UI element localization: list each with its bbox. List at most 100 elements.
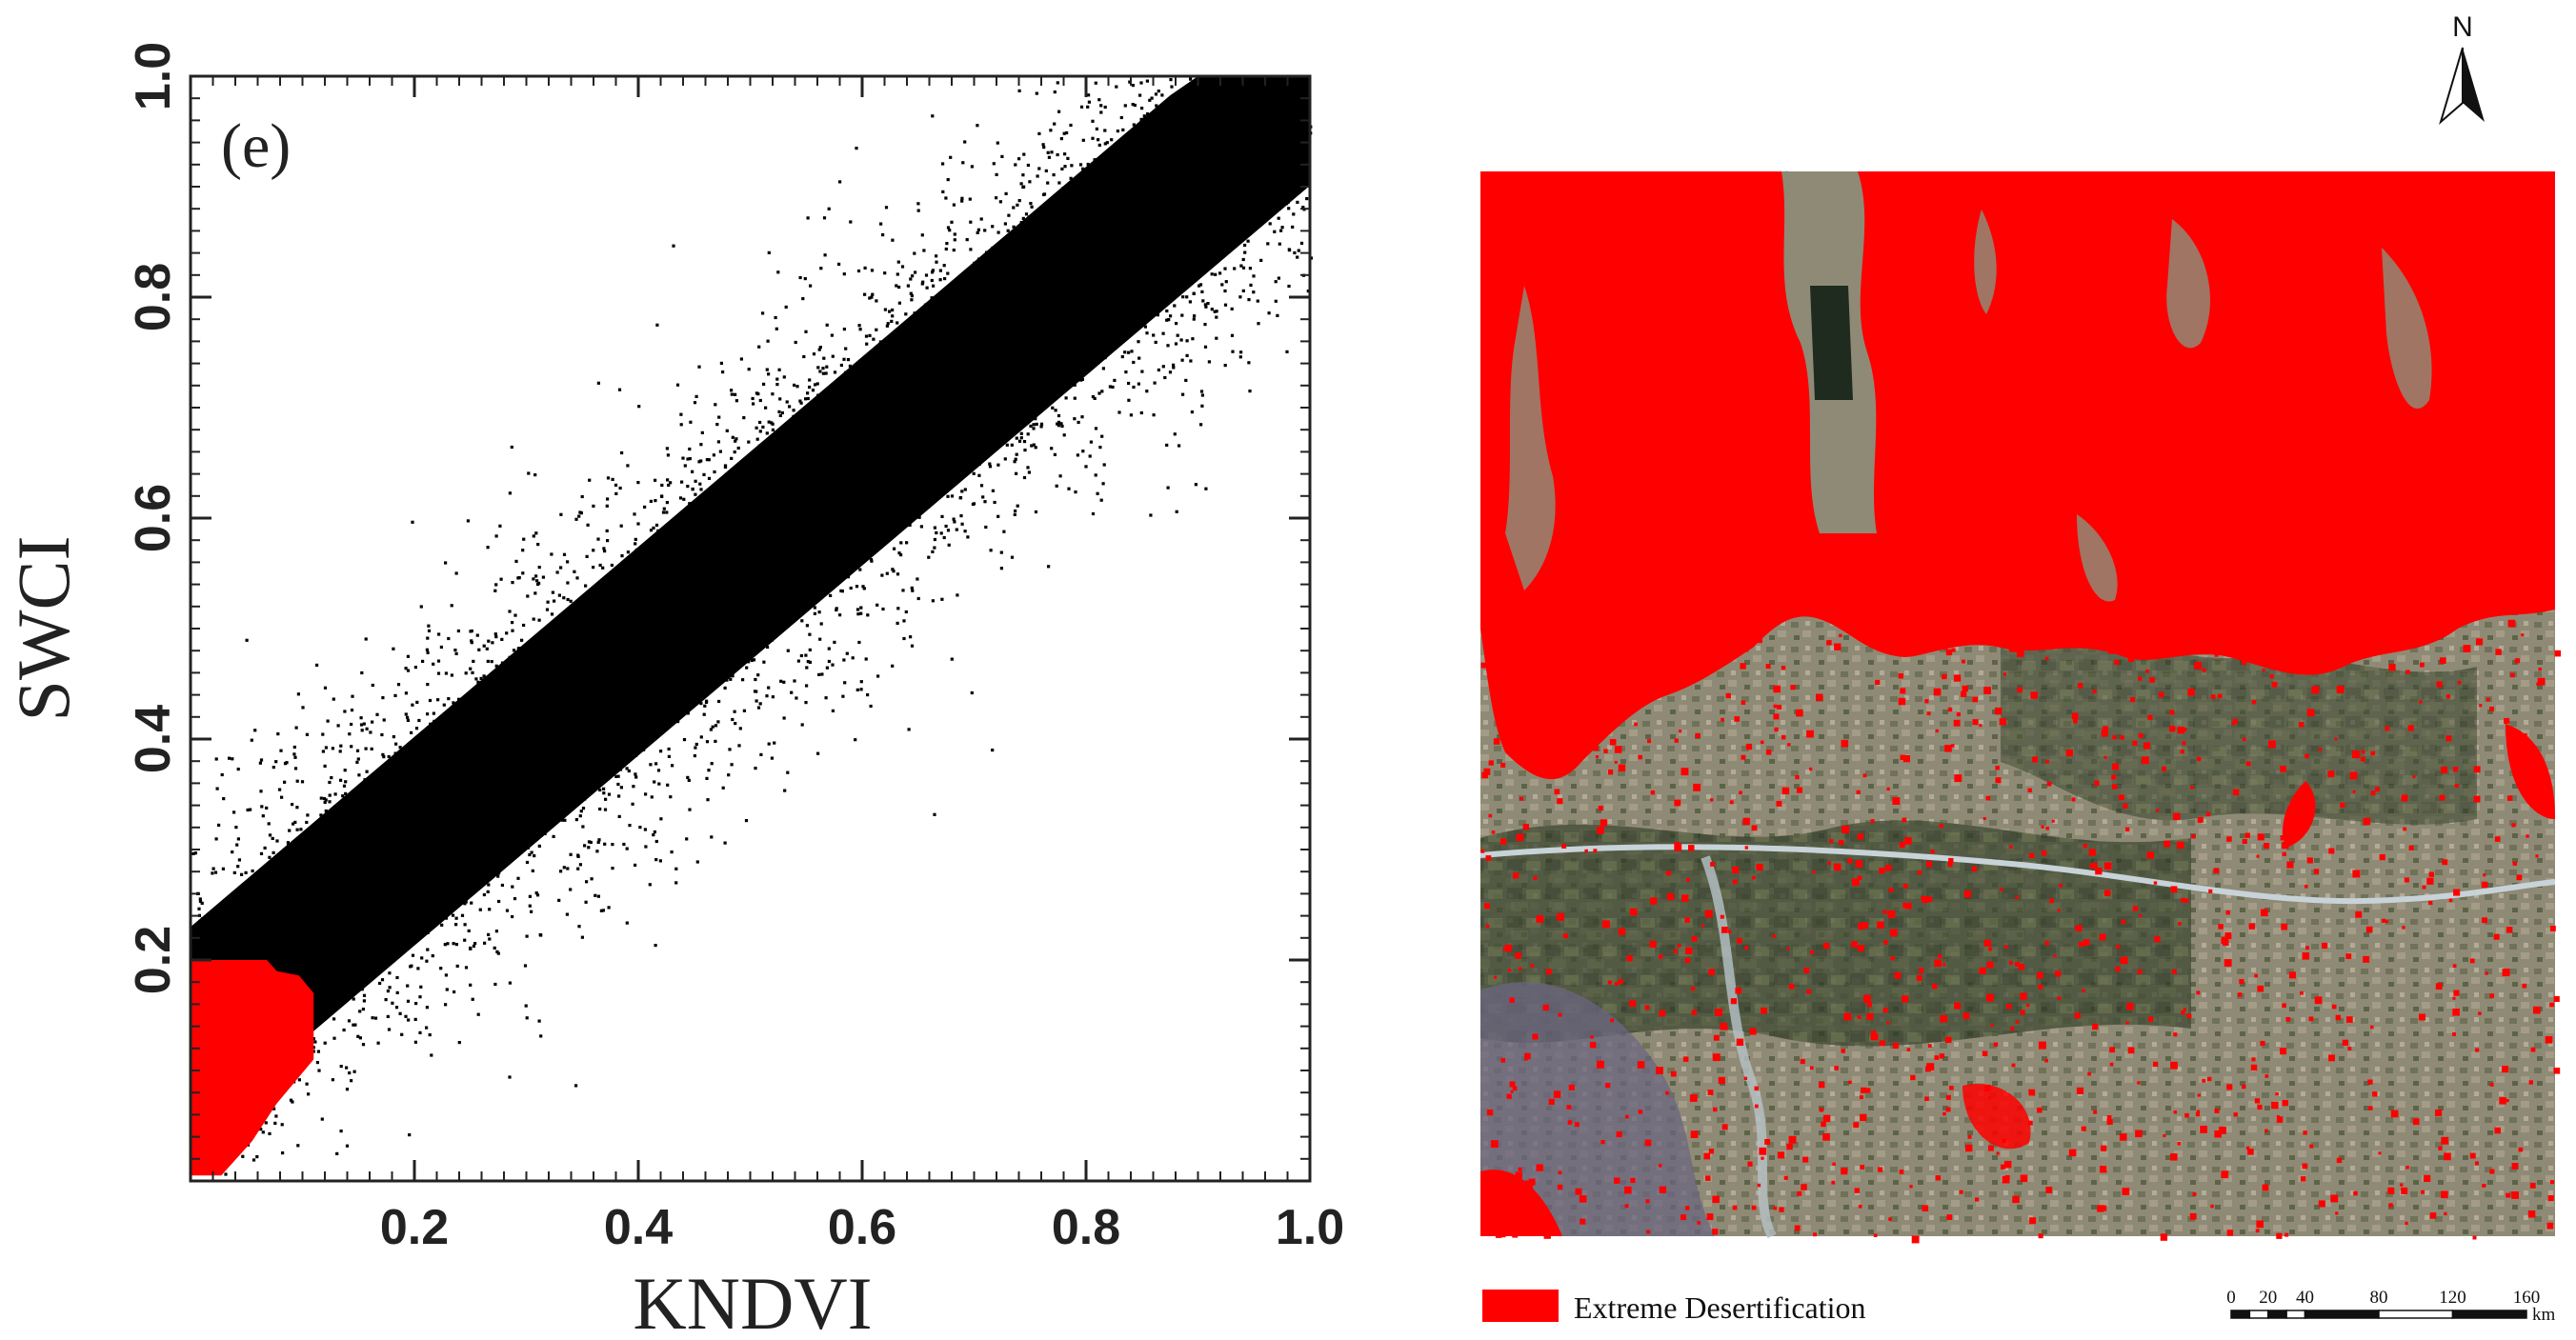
scatter-point [769,602,772,605]
scatter-point [1087,247,1090,250]
scatter-point [420,824,423,827]
scatter-point [1070,177,1073,180]
scatter-point [637,645,640,648]
scatter-point [259,762,262,765]
scatter-point [1235,102,1238,105]
scatter-point [1187,92,1190,95]
scatter-point [497,900,500,903]
scatter-point [447,637,450,640]
scatter-point [1033,229,1036,231]
scatter-point [237,837,240,840]
scatter-point [1018,272,1021,275]
scatter-point [595,692,598,695]
scatter-point [255,911,258,914]
scatter-point [625,657,628,660]
scatter-point [1180,174,1183,177]
scatter-point [945,248,948,250]
scatter-point [350,798,352,801]
scatter-point [377,927,380,930]
scatter-point [620,734,623,737]
scatter-point [480,697,483,700]
scatter-point [730,646,733,649]
scatter-point [1084,465,1087,468]
scatter-point [798,605,801,608]
scatter-point [576,868,579,870]
scatter-point [1102,205,1105,208]
scatter-point [1269,222,1272,225]
scatter-point [486,714,489,717]
scatter-point [1047,225,1050,228]
scatter-point [572,779,574,782]
scatter-point [392,893,395,896]
scatter-point [1239,355,1242,358]
scatter-point [625,638,628,641]
scatter-point [1200,147,1203,150]
scatter-point [418,995,421,998]
scatter-point [935,254,937,257]
scatter-point [749,643,752,646]
scatter-point [577,789,580,791]
scatter-point [452,765,454,768]
scatter-point [927,462,930,465]
scatter-point [654,559,656,562]
scatter-point [392,848,394,850]
scatter-point [699,623,702,626]
scatter-point [953,249,956,251]
scatter-point [387,828,390,830]
scatter-point [500,578,503,581]
scatter-point [393,769,396,771]
scatter-point [394,743,397,746]
scatter-point [420,932,423,935]
scatter-point [404,824,407,827]
scatter-point [795,447,798,450]
scatter-point [728,748,731,750]
scatter-point [757,346,760,349]
scatter-point [1077,203,1079,206]
scatter-point [583,844,586,847]
scatter-point [399,792,402,795]
scatter-point [1126,200,1129,203]
scatter-point [1015,472,1017,475]
scatter-point [247,809,250,811]
scatter-point [855,465,858,468]
scatter-point [299,865,302,868]
scatter-point [1279,96,1282,99]
scatter-point [987,449,990,451]
scatter-point [444,863,447,866]
scatter-point [471,857,473,860]
scatter-point [306,1083,309,1086]
scatter-point [804,501,807,504]
scatter-point [1097,182,1099,185]
scatter-point [792,515,795,518]
scatter-point [1193,314,1196,317]
scatter-point [1050,235,1053,238]
scatter-point [731,505,734,508]
scatter-point [1149,242,1152,245]
scatter-point [806,505,809,508]
scatter-point [371,748,373,750]
scatter-point [926,382,929,385]
scatter-point [739,623,742,626]
scatter-point [574,1084,577,1087]
scatter-point [715,659,718,662]
scatter-point [341,794,344,797]
scatter-point [588,840,591,843]
scatter-point [892,501,895,504]
scatter-point [284,921,287,924]
scatter-point [653,734,655,737]
scatter-point [785,558,788,561]
scatter-point [1035,220,1037,223]
scatter-point [216,788,219,790]
scatter-point [531,733,533,736]
scatter-point [874,396,876,399]
scatter-point [1096,254,1098,257]
scatter-point [381,696,384,699]
scatter-point [261,875,264,878]
scatter-point [1129,267,1132,270]
scatter-point [372,812,374,815]
scatter-point [1211,150,1214,153]
scatter-point [595,671,598,674]
scatter-point [340,1065,343,1068]
scatter-point [1137,323,1140,326]
scatter-point [944,196,947,199]
